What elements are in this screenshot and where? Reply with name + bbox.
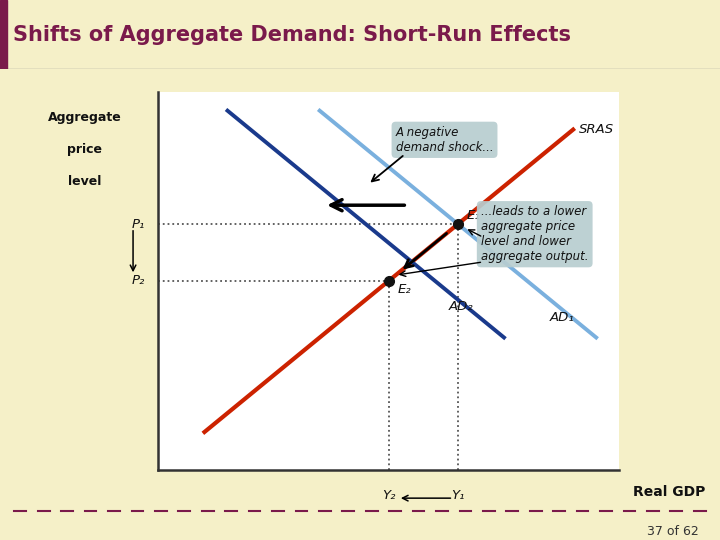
Text: AD₁: AD₁ [550,311,575,324]
Text: E₁: E₁ [467,209,481,222]
Bar [0,0,7,69]
Text: 37 of 62: 37 of 62 [647,525,698,538]
Text: E₂: E₂ [398,283,412,296]
Text: Shifts of Aggregate Demand: Short-Run Effects: Shifts of Aggregate Demand: Short-Run Ef… [13,24,571,45]
Text: price: price [67,143,102,156]
Text: AD₂: AD₂ [449,300,474,313]
Text: SRAS: SRAS [579,123,613,136]
Text: P₂: P₂ [131,274,145,287]
Text: Y₂: Y₂ [382,489,395,502]
Text: Real GDP: Real GDP [633,485,706,500]
Text: Y₁: Y₁ [451,489,464,502]
Text: ...leads to a lower
aggregate price
level and lower
aggregate output.: ...leads to a lower aggregate price leve… [481,205,588,263]
Text: A negative
demand shock...: A negative demand shock... [396,126,493,154]
Text: P₁: P₁ [131,218,145,231]
Text: Aggregate: Aggregate [48,111,122,124]
Text: level: level [68,175,102,188]
